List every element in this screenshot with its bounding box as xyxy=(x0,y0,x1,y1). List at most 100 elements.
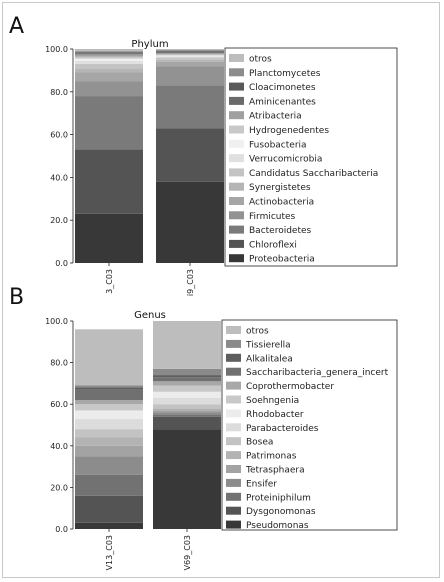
bar-segment xyxy=(75,53,143,55)
y-tick-label: 100.0 xyxy=(45,317,68,326)
y-tick-label: 0.0 xyxy=(55,259,68,268)
legend-swatch xyxy=(226,423,241,432)
bar-segment xyxy=(75,495,143,523)
legend-swatch xyxy=(226,437,241,446)
bar-segment xyxy=(153,381,221,386)
legend-label: Aminicenantes xyxy=(249,97,316,107)
bar-segment xyxy=(75,213,143,263)
category-label: i9_C03 xyxy=(186,269,195,296)
bar-segment xyxy=(75,58,143,61)
bar-segment xyxy=(156,51,224,53)
legend-label: Hydrogenedentes xyxy=(249,126,329,136)
bar-segment xyxy=(75,418,143,430)
bar-segment xyxy=(75,54,143,57)
bar-segment xyxy=(153,385,221,392)
legend-label: Soehngenia xyxy=(246,396,299,406)
legend-label: Bosea xyxy=(246,438,273,448)
y-tick-label: 60.0 xyxy=(50,400,68,409)
bar-segment xyxy=(153,410,221,413)
y-tick-label: 80.0 xyxy=(50,88,68,97)
legend-swatch xyxy=(229,125,244,134)
bar-segment xyxy=(75,437,143,446)
legend-swatch xyxy=(226,367,241,376)
legend-swatch xyxy=(229,168,244,177)
bar-segment xyxy=(153,429,221,529)
bar-segment xyxy=(75,149,143,214)
legend-swatch xyxy=(229,211,244,220)
bar-segment xyxy=(156,128,224,182)
y-tick-label: 80.0 xyxy=(50,359,68,368)
category-label: V13_C03 xyxy=(105,535,114,570)
legend-label: Dysgonomonas xyxy=(246,507,316,517)
legend-label: Candidatus Saccharibacteria xyxy=(249,169,378,179)
panel-title: Phylum xyxy=(131,39,168,50)
legend-label: Patrimonas xyxy=(246,452,297,462)
legend-label: Verrucomicrobia xyxy=(249,155,322,165)
bar-segment xyxy=(75,60,143,64)
legend-label: Tetrasphaera xyxy=(245,466,305,476)
y-tick-label: 60.0 xyxy=(50,131,68,140)
y-tick-label: 20.0 xyxy=(50,483,68,492)
bar-segment xyxy=(156,54,224,56)
bar-segment xyxy=(153,416,221,430)
bar-segment xyxy=(75,445,143,457)
bar-segment xyxy=(156,50,224,52)
bar-segment xyxy=(75,81,143,97)
category-label: 3_C03 xyxy=(105,269,114,294)
figure-frame: A Phylum 0.0 20.0 40.0 60.0 80.0 100.0 3_C03 i9_C… xyxy=(2,2,440,578)
legend-label: Synergistetes xyxy=(249,183,311,193)
legend-swatch xyxy=(226,451,241,460)
bar-segment xyxy=(153,375,221,378)
legend-swatch xyxy=(229,96,244,105)
bar-segment xyxy=(153,408,221,411)
legend-swatch xyxy=(229,68,244,77)
legend-label: Proteobacteria xyxy=(249,255,315,265)
legend-swatch xyxy=(229,82,244,91)
bar-segment xyxy=(75,522,143,529)
bar-segment xyxy=(75,389,143,401)
bar-segment xyxy=(75,63,143,69)
bar-segment xyxy=(75,400,143,405)
bar-segment xyxy=(75,474,143,496)
bar-segment xyxy=(75,72,143,82)
legend-label: Bacteroidetes xyxy=(249,226,312,236)
legend-swatch xyxy=(226,339,241,348)
legend-label: Planctomycetes xyxy=(249,69,321,79)
bar-segment xyxy=(75,51,143,53)
legend-swatch xyxy=(226,353,241,362)
legend-swatch xyxy=(226,520,241,529)
legend-swatch xyxy=(229,239,244,248)
legend-swatch xyxy=(226,478,241,487)
bar-segment xyxy=(156,61,224,67)
legend-label: Coprothermobacter xyxy=(246,382,334,392)
legend-swatch xyxy=(226,492,241,501)
bar-segment xyxy=(156,66,224,86)
legend-label: Chloroflexi xyxy=(249,240,297,250)
legend-swatch xyxy=(226,409,241,418)
y-tick-label: 20.0 xyxy=(50,216,68,225)
legend-label: Tissierella xyxy=(245,340,291,350)
legend-swatch xyxy=(229,54,244,62)
bar-segment xyxy=(75,410,143,419)
bar-segment xyxy=(156,85,224,129)
legend-label: Alkalitalea xyxy=(246,354,293,364)
legend-swatch xyxy=(226,506,241,515)
bar-segment xyxy=(153,391,221,398)
y-tick-label: 0.0 xyxy=(55,525,68,534)
legend-label: otros xyxy=(249,55,272,65)
legend-swatch xyxy=(226,381,241,390)
legend-swatch xyxy=(229,139,244,148)
bar-segment xyxy=(153,368,221,376)
legend-swatch xyxy=(229,154,244,163)
bar-segment xyxy=(75,387,143,390)
bar-segment xyxy=(156,181,224,263)
y-tick-label: 40.0 xyxy=(50,173,68,182)
legend-box xyxy=(224,47,398,267)
legend-label: Pseudomonas xyxy=(246,521,309,531)
bar-segment xyxy=(75,385,143,388)
legend-swatch xyxy=(229,111,244,120)
legend-label: Firmicutes xyxy=(249,212,296,222)
legend-label: Cloacimonetes xyxy=(249,83,316,93)
bar-segment xyxy=(156,49,224,51)
legend-swatch xyxy=(226,465,241,473)
